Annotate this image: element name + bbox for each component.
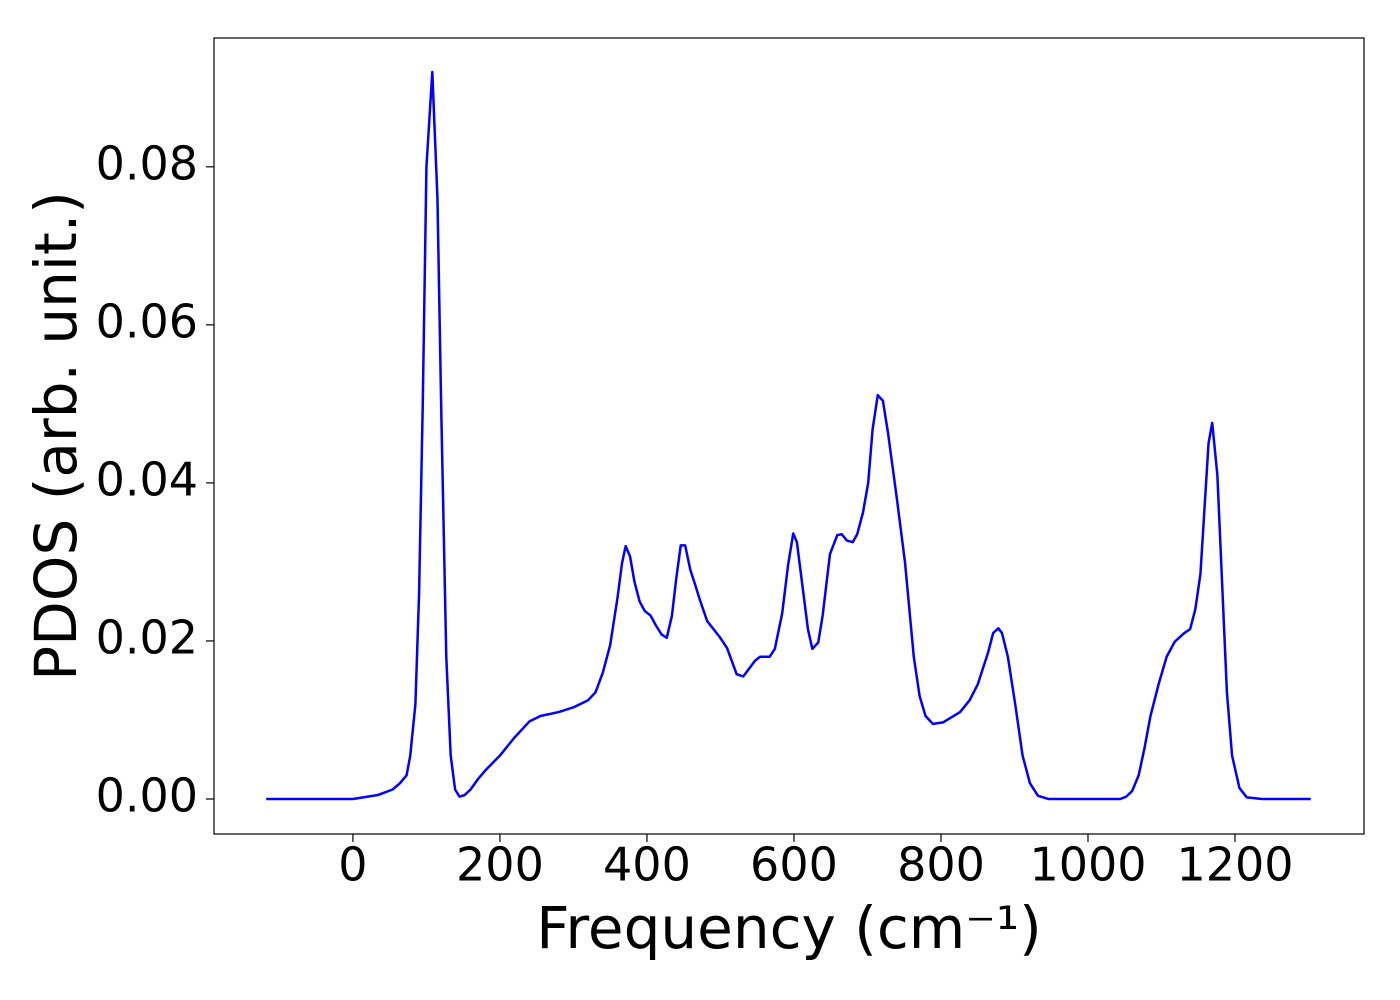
plot-frame — [213, 37, 1365, 835]
y-tick-label: 0.08 — [96, 136, 198, 190]
x-tick-label: 0 — [338, 838, 367, 892]
x-tick-label: 800 — [897, 838, 985, 892]
data-line — [266, 70, 1311, 801]
y-axis-label: PDOS (arb. unit.) — [22, 191, 90, 681]
x-tick-label: 400 — [603, 838, 691, 892]
y-tick-label: 0.02 — [96, 610, 198, 664]
x-tick-label: 1000 — [1029, 838, 1146, 892]
x-tick-label: 600 — [750, 838, 838, 892]
x-axis-label: Frequency (cm⁻¹) — [536, 894, 1042, 962]
y-tick-label: 0.06 — [96, 294, 198, 348]
y-tick-label: 0.04 — [96, 452, 198, 506]
x-tick-label: 200 — [456, 838, 544, 892]
x-tick-label: 1200 — [1176, 838, 1293, 892]
y-tick-label: 0.00 — [96, 768, 198, 822]
